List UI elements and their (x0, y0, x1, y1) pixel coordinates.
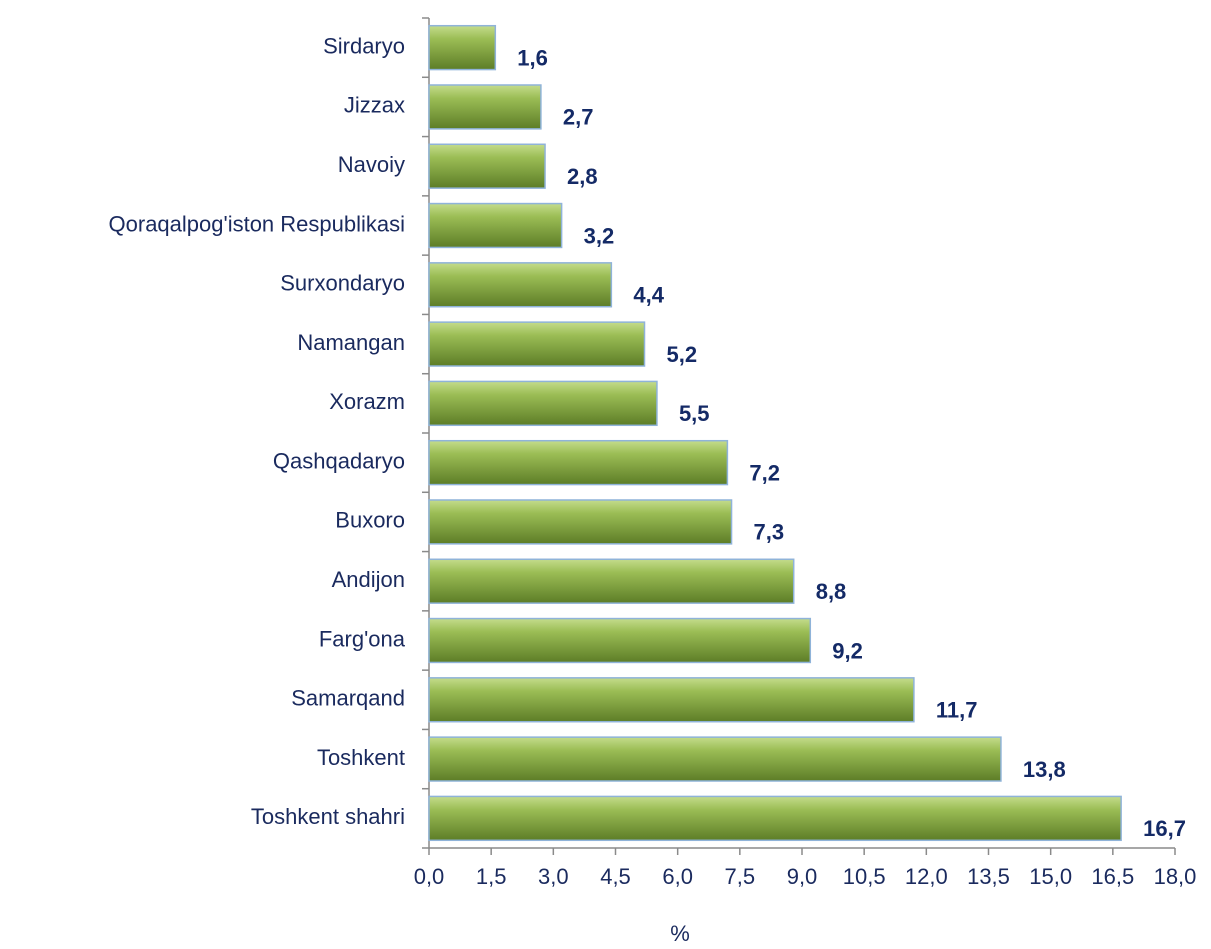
value-label: 7,2 (749, 460, 780, 485)
value-label: 3,2 (584, 223, 615, 248)
y-tick-label: Buxoro (335, 508, 405, 533)
x-tick-label: 12,0 (905, 864, 948, 889)
y-tick-label: Farg'ona (319, 626, 406, 651)
value-label: 4,4 (633, 283, 664, 308)
x-tick-label: 9,0 (787, 864, 818, 889)
y-tick-label: Samarqand (291, 686, 405, 711)
value-label: 2,8 (567, 164, 598, 189)
bar (428, 439, 729, 486)
value-label: 1,6 (517, 45, 548, 70)
value-label: 2,7 (563, 105, 594, 130)
y-tick-label: Navoiy (338, 152, 405, 177)
y-tick-label: Surxondaryo (280, 271, 405, 296)
y-tick-label: Toshkent (317, 745, 405, 770)
value-label: 7,3 (754, 520, 785, 545)
value-label: 8,8 (816, 579, 847, 604)
x-axis-label: % (670, 921, 690, 946)
bar (428, 143, 546, 189)
y-tick-label: Qoraqalpog'iston Respublikasi (109, 211, 405, 236)
bar (428, 202, 563, 249)
bar (428, 24, 497, 71)
x-tick-label: 3,0 (538, 864, 569, 889)
x-tick-label: 13,5 (967, 864, 1010, 889)
value-label: 13,8 (1023, 757, 1066, 782)
y-tick-label: Andijon (332, 567, 405, 592)
x-tick-label: 16,5 (1091, 864, 1134, 889)
y-tick-label: Toshkent shahri (251, 804, 405, 829)
y-tick-label: Namangan (297, 330, 405, 355)
x-tick-label: 15,0 (1029, 864, 1072, 889)
bar (428, 499, 733, 545)
value-label: 5,5 (679, 401, 710, 426)
bar (428, 321, 646, 367)
y-tick-label: Qashqadaryo (273, 448, 405, 473)
bar (428, 736, 1002, 782)
x-tick-label: 10,5 (843, 864, 886, 889)
x-tick-label: 18,0 (1154, 864, 1197, 889)
y-tick-label: Jizzax (344, 93, 405, 118)
bar (428, 380, 658, 427)
value-label: 5,2 (667, 342, 698, 367)
y-tick-label: Sirdaryo (323, 33, 405, 58)
bar (428, 677, 915, 723)
x-tick-label: 6,0 (662, 864, 693, 889)
x-tick-label: 4,5 (600, 864, 631, 889)
y-tick-label: Xorazm (329, 389, 405, 414)
bar (428, 795, 1122, 842)
bar (428, 617, 812, 664)
value-label: 16,7 (1143, 816, 1186, 841)
bar (428, 558, 795, 604)
x-tick-label: 1,5 (476, 864, 507, 889)
x-tick-label: 7,5 (725, 864, 756, 889)
value-label: 11,7 (936, 698, 978, 723)
x-tick-label: 0,0 (414, 864, 445, 889)
bar (428, 84, 542, 130)
value-label: 9,2 (832, 638, 863, 663)
bar (428, 262, 613, 308)
